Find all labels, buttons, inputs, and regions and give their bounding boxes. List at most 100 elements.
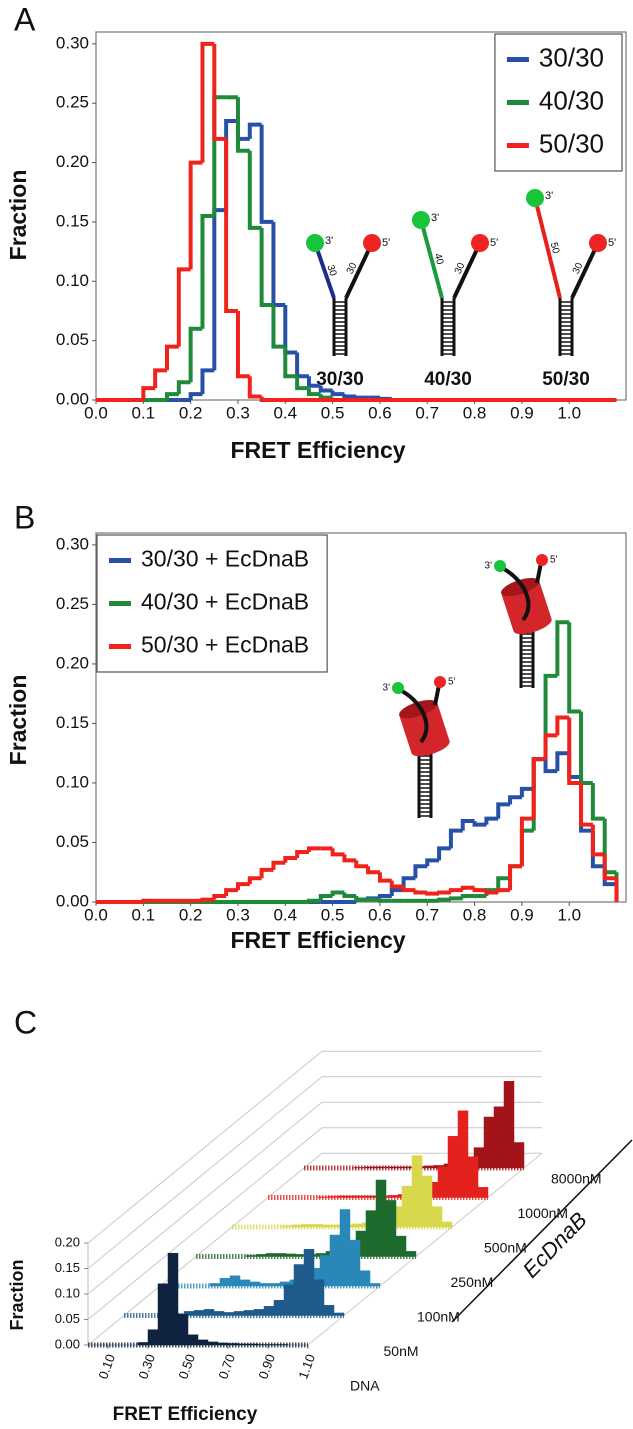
histogram-step (484, 890, 499, 895)
bar (477, 1187, 489, 1198)
bar (311, 1224, 323, 1228)
bar (303, 1248, 315, 1316)
histogram-step (259, 867, 274, 879)
helicase-bottom (411, 738, 450, 757)
x-tick-label: 0.70 (215, 1352, 238, 1381)
x-tick-label: 0.4 (273, 905, 297, 924)
histogram-step (306, 388, 321, 397)
histogram-step (496, 802, 511, 819)
bar (219, 1278, 231, 1287)
histogram-step (306, 846, 321, 853)
histogram-step (354, 896, 369, 902)
histogram-step (519, 786, 534, 798)
x-tick-label: 0.7 (415, 403, 439, 422)
bar (347, 1195, 359, 1198)
bar (375, 1179, 387, 1257)
legend: 30/30 + EcDnaB 40/30 + EcDnaB 50/30 + EcDn… (96, 534, 328, 673)
histogram-step (354, 860, 369, 869)
y-tick-label: 0.10 (56, 772, 89, 791)
x-tick-label: 0.0 (84, 905, 108, 924)
histogram-step (188, 392, 203, 400)
y-tick-label: 0.20 (56, 653, 89, 672)
donor-dye (412, 211, 430, 229)
histogram-step (460, 894, 475, 899)
ssdna (535, 562, 543, 584)
end-label: 3' (325, 235, 333, 247)
bar (339, 1209, 351, 1287)
histogram-step (330, 848, 345, 857)
histogram-step (259, 124, 274, 224)
bar (369, 1283, 381, 1287)
bar (265, 1253, 277, 1257)
y-tick-label: 0.30 (56, 534, 89, 553)
acceptor-dye (589, 234, 607, 252)
histogram-step (425, 858, 440, 867)
arm-length: 50 (548, 241, 561, 255)
bar (393, 1166, 405, 1169)
histogram-step (224, 888, 238, 897)
bar (387, 1195, 399, 1198)
acceptor-dye (363, 234, 381, 252)
histogram-step (508, 795, 522, 805)
histogram-step (271, 221, 286, 308)
y-tick-label: 0.20 (55, 1234, 80, 1249)
x-tick-label: 0.30 (135, 1352, 158, 1381)
bar (493, 1106, 505, 1169)
bar (217, 1342, 229, 1346)
bar (405, 1251, 417, 1257)
panel-label: B (14, 499, 35, 535)
histogram-step (602, 854, 617, 881)
bar (187, 1334, 199, 1346)
y-tick-label: 0.10 (55, 1285, 80, 1300)
histogram-step (330, 390, 345, 397)
donor-dye (392, 682, 404, 694)
bar (323, 1305, 335, 1316)
bar (327, 1196, 339, 1198)
arm-length: 40 (432, 252, 446, 266)
bar (275, 1253, 287, 1257)
histogram-step (413, 864, 428, 879)
y-tick-label: 0.10 (56, 271, 89, 290)
histogram-step (318, 894, 333, 901)
y-tick-label: 0.00 (55, 1336, 80, 1351)
arm-left (419, 219, 444, 299)
donor-dye (494, 560, 506, 572)
bar (483, 1116, 495, 1169)
row-label: 500nM (484, 1240, 527, 1256)
bar (269, 1283, 281, 1287)
bar (147, 1329, 159, 1346)
histogram-step (318, 385, 333, 393)
y-tick-label: 0.00 (56, 389, 89, 408)
depth-axis (451, 1139, 633, 1323)
histogram-step (283, 346, 298, 379)
acceptor-dye (471, 234, 489, 252)
bar (411, 1155, 423, 1228)
bar (437, 1166, 449, 1198)
bar (193, 1310, 205, 1316)
histogram-step (543, 673, 558, 760)
histogram-step (531, 757, 546, 819)
histogram-step (224, 138, 238, 313)
x-tick-label: 0.2 (179, 403, 203, 422)
histogram-step (306, 376, 321, 388)
bar (249, 1281, 261, 1287)
y-tick-label: 0.05 (56, 330, 89, 349)
histogram-step (164, 392, 179, 400)
row-label: 250nM (451, 1274, 494, 1290)
histogram-step (590, 782, 605, 821)
plot-frame (95, 532, 627, 903)
acceptor-dye (434, 676, 446, 688)
histogram-step (555, 620, 570, 676)
x-axis-label: FRET Efficiency (230, 437, 405, 463)
y-tick-label: 0.00 (56, 891, 89, 910)
histogram-step (448, 896, 463, 901)
histogram-step (188, 326, 203, 383)
bar (317, 1196, 329, 1198)
x-tick-label: 0.9 (510, 905, 534, 924)
x-tick-label: 0.3 (226, 905, 250, 924)
x-tick-label: 0.2 (179, 905, 203, 924)
end-label: 3' (383, 683, 391, 694)
histogram-step (153, 368, 167, 389)
